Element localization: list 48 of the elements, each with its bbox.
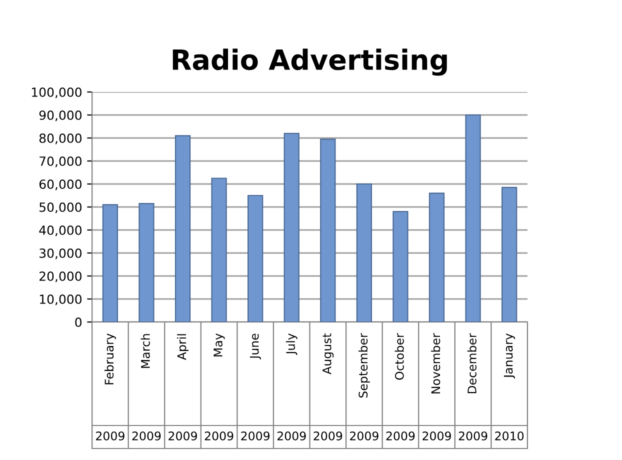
bar — [502, 186, 518, 322]
text: 2010 — [495, 431, 524, 440]
x-tick-label: December — [467, 333, 476, 394]
text: 2009 — [350, 431, 378, 440]
bar — [102, 204, 118, 322]
text: 2009 — [132, 431, 161, 440]
x-tick-label: September — [358, 333, 370, 398]
y-tick-label: 80,000 — [39, 133, 82, 144]
y-tick-label: 30,000 — [40, 248, 82, 260]
y-tick-label: 100,000 — [32, 87, 82, 98]
text: 2009 — [204, 431, 234, 440]
bar — [428, 192, 445, 322]
bar — [465, 114, 481, 322]
y-tick-label: 70,000 — [40, 156, 82, 168]
text: 2009 — [277, 431, 306, 440]
bar — [284, 132, 300, 322]
chart-title: Radio Advertising — [172, 48, 447, 76]
bar — [138, 202, 154, 322]
bar — [320, 138, 336, 322]
text: 2009 — [314, 431, 342, 440]
y-tick-label: 20,000 — [40, 271, 82, 282]
y-tick-label: 10,000 — [40, 294, 82, 306]
bar — [174, 135, 191, 322]
x-tick-label: January — [504, 333, 516, 378]
x-tick-label: February — [104, 333, 116, 384]
bar — [356, 183, 372, 322]
y-tick-label: 60,000 — [39, 179, 82, 190]
bar — [211, 178, 227, 322]
x-tick-label: August — [322, 333, 334, 374]
text: 2009 — [458, 431, 488, 440]
y-tick-label: 50,000 — [40, 202, 82, 214]
text: 2009 — [241, 431, 270, 440]
x-tick-label: April — [177, 334, 188, 360]
x-tick-label: March — [140, 334, 150, 368]
text: 2009 — [422, 431, 451, 440]
text: 2009 — [386, 431, 415, 440]
x-tick-label: May — [214, 333, 225, 356]
x-tick-label: July — [286, 333, 298, 355]
x-tick-label: October — [394, 333, 404, 380]
y-tick-label: 0 — [75, 317, 82, 327]
text: 2009 — [96, 431, 124, 440]
y-tick-label: 90,000 — [39, 110, 82, 122]
bar — [248, 194, 264, 322]
x-tick-label: June — [250, 334, 261, 360]
text: 2009 — [168, 431, 197, 440]
y-tick-label: 40,000 — [39, 225, 82, 236]
x-tick-label: November — [431, 333, 440, 394]
bar — [392, 211, 408, 322]
